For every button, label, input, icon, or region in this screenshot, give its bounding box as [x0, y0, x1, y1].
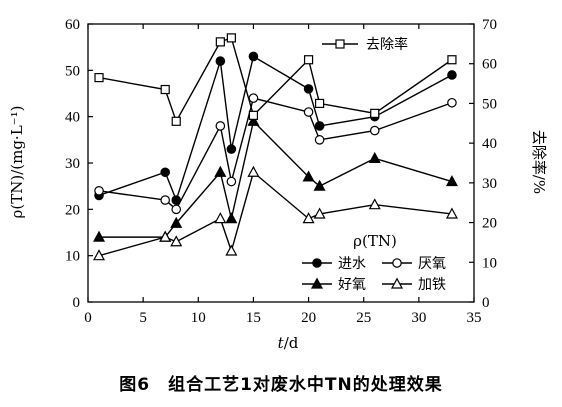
data-point	[159, 230, 172, 242]
data-point	[247, 114, 260, 126]
data-point	[302, 170, 315, 182]
data-point	[160, 167, 170, 178]
series-line	[98, 36, 453, 124]
data-point	[370, 108, 380, 118]
data-point	[225, 244, 238, 256]
y-tick-label: 30	[65, 156, 80, 172]
data-point	[369, 125, 380, 136]
data-point	[314, 121, 325, 131]
data-point	[313, 179, 326, 191]
data-point	[313, 207, 326, 219]
data-point	[214, 212, 227, 224]
y2-tick-label: 30	[482, 176, 497, 192]
legend-marker	[390, 277, 404, 289]
data-point	[93, 249, 106, 261]
data-point	[302, 212, 315, 224]
data-point	[314, 135, 325, 145]
x-axis-label: t/d	[278, 334, 299, 352]
y2-tick-label: 70	[482, 17, 497, 33]
legend-marker	[312, 258, 322, 268]
legend-label: 进水	[338, 256, 366, 272]
data-point	[447, 70, 457, 80]
y2-tick-label: 50	[482, 96, 497, 112]
x-tick-label: 25	[356, 310, 371, 326]
series-line	[98, 171, 453, 257]
y-tick-label: 50	[65, 63, 80, 79]
y-tick-label: 60	[65, 17, 80, 33]
data-point	[215, 121, 226, 131]
data-point	[447, 97, 457, 108]
data-point	[160, 195, 170, 205]
data-point	[94, 73, 104, 83]
x-tick-label: 0	[84, 310, 92, 326]
y-axis-label: ρ(TN)/(mg·L⁻¹)	[8, 106, 26, 219]
legend-label: 好氧	[338, 277, 366, 293]
x-tick-label: 10	[191, 310, 206, 326]
legend-marker	[335, 39, 345, 49]
data-point	[445, 175, 458, 187]
plot-frame	[87, 23, 475, 303]
x-tick-label: 30	[411, 310, 426, 326]
y-tick-label: 10	[65, 249, 80, 265]
data-point	[226, 144, 237, 154]
series-0	[94, 51, 457, 205]
y2-axis-label: 去除率/%	[530, 130, 548, 194]
x-tick-label: 20	[301, 310, 316, 326]
data-point	[94, 186, 104, 196]
data-point	[160, 84, 170, 95]
data-point	[226, 176, 237, 187]
data-point	[445, 207, 458, 219]
y2-tick-label: 20	[482, 216, 497, 232]
x-tick-label: 15	[246, 310, 261, 326]
data-point	[247, 165, 260, 177]
legend-label: 加铁	[418, 277, 446, 293]
figure-caption: 图6 组合工艺1对废水中TN的处理效果	[119, 375, 443, 395]
chart: 0 5 10 15 20 25 30 3501020304050600102030405060…	[8, 17, 548, 352]
legend-label: 去除率	[366, 36, 408, 53]
data-point	[248, 110, 259, 120]
data-point	[447, 55, 457, 65]
y2-tick-label: 0	[482, 295, 490, 311]
y-tick-label: 0	[73, 295, 81, 311]
x-tick-label: 35	[467, 310, 482, 326]
series-line	[99, 119, 453, 238]
data-point	[170, 235, 183, 247]
y-tick-label: 40	[65, 110, 80, 126]
y2-tick-label: 40	[482, 136, 497, 152]
legend-label: 厌氧	[418, 256, 446, 272]
data-point	[225, 212, 238, 224]
data-point	[248, 51, 259, 62]
series-1	[94, 93, 457, 215]
data-point	[171, 204, 182, 215]
data-point	[368, 198, 381, 210]
series-4	[94, 33, 457, 126]
series-line	[98, 97, 453, 211]
data-point	[368, 151, 381, 163]
data-point	[215, 37, 225, 47]
data-point	[93, 230, 106, 242]
y-tick-label: 20	[65, 202, 80, 218]
x-tick-label: 5	[139, 310, 147, 326]
data-point	[303, 55, 314, 65]
data-point	[170, 216, 183, 228]
y2-tick-label: 60	[482, 57, 497, 73]
series-3	[93, 165, 458, 261]
data-point	[171, 116, 181, 126]
data-point	[315, 98, 325, 109]
data-point	[303, 84, 314, 94]
data-point	[303, 107, 314, 117]
legend-title: ρ(TN)	[353, 232, 397, 250]
legend-marker	[392, 258, 402, 268]
data-point	[214, 165, 227, 177]
data-point	[248, 93, 259, 103]
y2-tick-label: 10	[482, 255, 497, 271]
legend-marker	[310, 277, 324, 289]
series-line	[98, 55, 453, 203]
data-point	[226, 33, 236, 43]
data-point	[215, 56, 226, 66]
